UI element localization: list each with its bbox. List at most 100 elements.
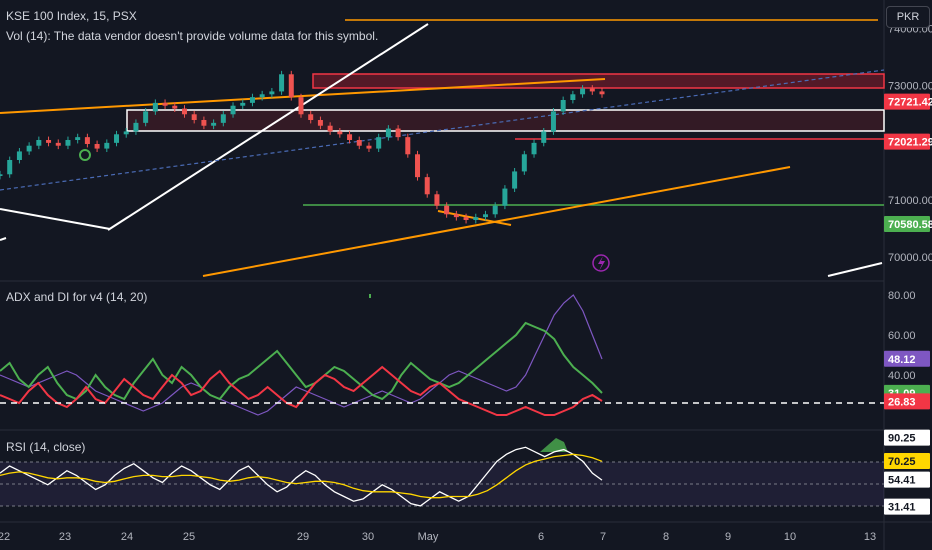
rsi-max-badge — [884, 429, 930, 446]
rsi-series-group — [0, 446, 603, 507]
candle-body — [123, 131, 129, 135]
candle-body — [327, 125, 333, 132]
rsi-band — [0, 462, 884, 506]
candle-body — [36, 140, 42, 146]
adx-series-group — [0, 294, 603, 416]
volume-indicator-note: Vol (14): The data vendor doesn't provid… — [6, 29, 379, 43]
candle-body — [259, 94, 265, 98]
candle-body — [211, 122, 217, 126]
rsi-value-label: 70.25 — [888, 456, 916, 468]
white-line-stub[interactable] — [0, 237, 7, 241]
price-tick-label: 70000.00 — [888, 252, 932, 264]
time-tick-label: 7 — [600, 531, 606, 543]
candle-body — [181, 108, 187, 115]
candle-body — [279, 74, 285, 92]
candle-body — [356, 140, 362, 146]
price-tick-label: 73000.00 — [888, 81, 932, 93]
white-line-left[interactable] — [0, 208, 111, 230]
candle-body — [531, 142, 537, 155]
candle-body — [75, 137, 81, 140]
candle-body — [143, 111, 149, 123]
candle-body — [376, 137, 382, 149]
candle-body — [337, 131, 343, 135]
rsi-min-badge — [884, 498, 930, 515]
green-dot-marker — [369, 294, 371, 298]
price-level-badge — [884, 133, 930, 150]
candle-body — [133, 122, 139, 132]
white-line-right[interactable] — [827, 262, 883, 277]
adx-value-badge — [884, 350, 930, 367]
adx-value-label: 48.12 — [888, 354, 916, 366]
rsi-indicator-title[interactable]: RSI (14, close) — [6, 440, 86, 454]
time-axis[interactable]: 22 23 24 25 29 30 May 6 7 8 9 10 13 — [0, 531, 876, 543]
rsi-max-label: 90.25 — [888, 433, 916, 445]
time-tick-label: 10 — [784, 531, 796, 543]
rsi-line-rsima — [0, 453, 603, 499]
blue-dashed-line[interactable] — [0, 69, 885, 191]
candle-body — [463, 217, 469, 220]
candle-body — [512, 171, 518, 189]
rsi-overbought-fill — [540, 438, 568, 452]
symbol-title[interactable]: KSE 100 Index, 15, PSX — [6, 9, 137, 23]
candle-body — [65, 140, 71, 146]
drawing-layer[interactable] — [0, 19, 885, 298]
adx-indicator-title[interactable]: ADX and DI for v4 (14, 20) — [6, 290, 148, 304]
white-trendline-rising[interactable] — [107, 23, 429, 231]
adx-line-di — [0, 321, 603, 401]
adx-tick-label: 40.00 — [888, 370, 916, 382]
candle-body — [16, 151, 22, 160]
orange-trendline-upper[interactable] — [0, 78, 606, 114]
candle-body — [230, 105, 236, 115]
candle-body — [385, 128, 391, 138]
candle-body — [0, 174, 3, 176]
time-tick-label: 30 — [362, 531, 374, 543]
time-tick-label: 8 — [663, 531, 669, 543]
time-tick-label: 13 — [864, 531, 876, 543]
time-tick-label: May — [418, 531, 439, 543]
candle-body — [434, 194, 440, 206]
candle-body — [444, 205, 450, 215]
green-circle-marker[interactable] — [79, 149, 91, 161]
lightning-icon — [598, 256, 605, 271]
candle-body — [240, 102, 246, 106]
time-tick-label: 29 — [297, 531, 309, 543]
candle-body — [347, 134, 353, 140]
candle-body — [298, 97, 304, 115]
adx-value-label: 26.83 — [888, 396, 916, 408]
candle-body — [162, 102, 168, 106]
candle-body — [550, 111, 556, 132]
candle-body — [191, 114, 197, 120]
time-tick-label: 23 — [59, 531, 71, 543]
lightning-event-icon[interactable] — [592, 254, 610, 272]
candle-body — [152, 102, 158, 112]
candle-body — [502, 188, 508, 206]
candle-body — [7, 160, 13, 175]
candle-body — [46, 140, 52, 143]
candle-body — [317, 120, 323, 126]
price-level-label: 70580.58 — [888, 219, 932, 231]
candle-body — [453, 214, 459, 218]
price-level-label: 72021.29 — [888, 137, 932, 149]
price-axis[interactable]: 74000.0073000.0071000.0070000.0072721.42… — [884, 24, 932, 515]
currency-button[interactable]: PKR — [886, 6, 930, 28]
candle-body — [172, 105, 178, 109]
adx-tick-label: 80.00 — [888, 290, 916, 302]
candle-body — [269, 91, 275, 95]
price-tick-label: 71000.00 — [888, 195, 932, 207]
candle-body — [26, 145, 32, 152]
candle-body — [220, 114, 226, 123]
candle-body — [104, 142, 110, 149]
time-tick-label: 25 — [183, 531, 195, 543]
candle-body — [541, 131, 547, 143]
red-supply-zone[interactable] — [312, 73, 885, 89]
rsi-line-rsi — [0, 446, 603, 507]
candle-body — [424, 177, 430, 195]
time-tick-label: 6 — [538, 531, 544, 543]
time-tick-label: 9 — [725, 531, 731, 543]
white-zone-rectangle[interactable] — [126, 109, 885, 132]
adx-value-badge — [884, 393, 930, 410]
price-level-badge — [884, 93, 930, 110]
candle-body — [473, 217, 479, 220]
time-tick-label: 22 — [0, 531, 10, 543]
